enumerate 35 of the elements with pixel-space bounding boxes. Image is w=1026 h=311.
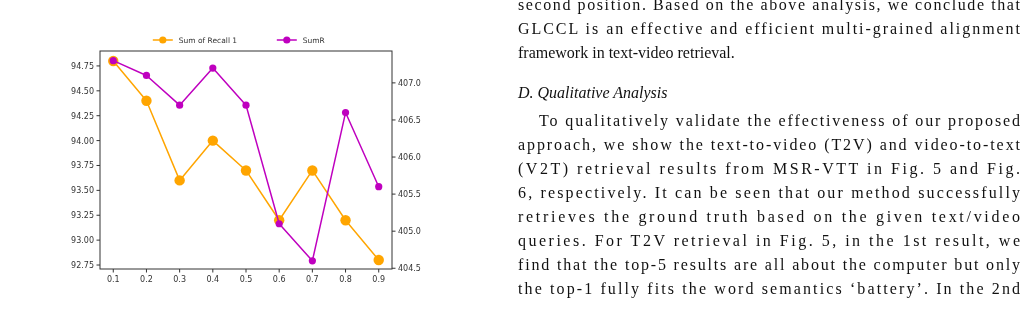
y-tick-label: 93.25 (71, 211, 94, 221)
text: retrieves the ground truth based on the given text/video (518, 208, 1020, 226)
y2-tick-label: 405.0 (398, 227, 421, 237)
y-tick-label: 93.75 (71, 161, 94, 171)
y-tick-label: 94.50 (71, 86, 94, 96)
x-tick-label: 0.8 (339, 275, 352, 284)
y2-tick-label: 407.0 (398, 78, 421, 88)
text: D. Qualitative Analysis (517, 84, 668, 102)
text: To qualitatively validate the effectiveness of our proposed (539, 112, 1020, 130)
y2-tick-label: 404.5 (398, 264, 421, 274)
x-tick-label: 0.2 (140, 275, 153, 284)
x-tick-label: 0.6 (272, 275, 286, 284)
y-tick-label: 92.75 (71, 261, 94, 271)
y-tick-label: 94.25 (71, 111, 94, 121)
text: 6, respectively. It can be seen that our method successfully (518, 184, 1020, 202)
x-tick-label: 0.5 (239, 275, 253, 284)
y-tick-label: 93.00 (71, 236, 94, 246)
text: approach, we show the text-to-video (T2V) and video-to-text (518, 136, 1021, 154)
x-tick-label: 0.3 (173, 275, 186, 284)
text: the top-1 fully fits the word semantics ‘battery’. In the 2nd (518, 280, 1020, 298)
x-tick-label: 0.4 (206, 275, 220, 284)
text: (V2T) retrieval results from MSR-VTT in Fig. 5 and Fig. (518, 160, 1020, 178)
y-tick-label: 94.75 (71, 61, 94, 71)
x-tick-label: 0.9 (372, 275, 386, 284)
y2-tick-label: 405.5 (398, 190, 421, 200)
text: framework in text-video retrieval. (518, 44, 735, 61)
x-tick-label: 0.1 (106, 275, 120, 284)
x-tick-label: 0.7 (306, 275, 319, 284)
y-tick-label: 93.50 (71, 186, 94, 196)
y2-tick-label: 406.0 (398, 153, 421, 163)
y-tick-label: 94.00 (71, 136, 94, 146)
text: find that the top-5 results are all about the computer but only (518, 256, 1020, 274)
y2-tick-label: 406.5 (398, 115, 421, 125)
text: queries. For T2V retrieval in Fig. 5, in the 1st result, we (518, 232, 1020, 250)
text: GLCCL is an effective and efficient multi-grained alignment (518, 20, 1021, 38)
